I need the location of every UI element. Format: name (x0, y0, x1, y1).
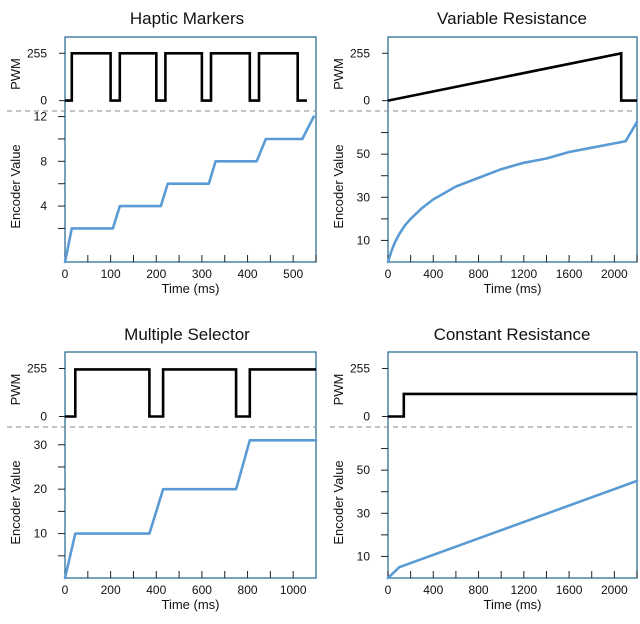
encoder-tick-label: 50 (357, 463, 371, 477)
x-tick-label: 0 (62, 583, 69, 597)
x-tick-label: 400 (238, 267, 258, 281)
pwm-tick-label: 255 (350, 362, 370, 376)
x-axis-label: Time (ms) (161, 597, 219, 612)
x-tick-label: 300 (192, 267, 212, 281)
x-tick-label: 800 (238, 583, 258, 597)
plot-frame (64, 36, 317, 263)
encoder-series-line (386, 479, 639, 580)
x-tick-label: 2000 (601, 583, 628, 597)
encoder-axis-label: Encoder Value (331, 144, 346, 228)
pwm-axis-label: PWM (331, 58, 346, 90)
pwm-tick-label: 255 (27, 362, 47, 376)
pwm-series-line (388, 392, 637, 418)
encoder-tick-label: 10 (34, 527, 48, 541)
x-tick-label: 800 (469, 267, 489, 281)
pwm-tick-label: 0 (40, 410, 47, 424)
x-tick-label: 1600 (556, 583, 583, 597)
pwm-tick-label: 0 (363, 94, 370, 108)
x-tick-label: 1200 (510, 583, 537, 597)
pwm-series-line (65, 51, 307, 102)
encoder-axis-label: Encoder Value (8, 144, 23, 228)
encoder-tick-label: 10 (357, 233, 371, 247)
pwm-tick-label: 0 (363, 410, 370, 424)
x-tick-label: 400 (146, 583, 166, 597)
encoder-series-line (63, 115, 316, 264)
plot-frame (64, 351, 317, 579)
pwm-series-line (387, 51, 637, 102)
pwm-axis-label: PWM (8, 58, 23, 90)
chart-panel-3: Multiple Selector 0 255 PWM 10 20 30 Encoder Va… (7, 325, 318, 612)
encoder-series-line (63, 438, 318, 580)
encoder-tick-label: 20 (34, 482, 48, 496)
encoder-tick-label: 30 (357, 190, 371, 204)
encoder-tick-label: 50 (357, 147, 371, 161)
chart-title: Variable Resistance (437, 9, 587, 28)
x-tick-label: 800 (469, 583, 489, 597)
x-tick-label: 0 (62, 267, 69, 281)
x-tick-label: 1000 (280, 583, 307, 597)
pwm-tick-label: 255 (27, 46, 47, 60)
x-tick-label: 500 (283, 267, 303, 281)
x-axis-label: Time (ms) (483, 597, 541, 612)
chart-title: Multiple Selector (124, 325, 250, 344)
chart-panel-1: Haptic Markers 0 255 PWM 4 8 12 Encoder Value 0 1… (7, 9, 317, 296)
x-tick-label: 200 (146, 267, 166, 281)
chart-panel-2: Variable Resistance 0 255 PWM 10 30 50 Encoder … (330, 9, 639, 296)
chart-panel-4: Constant Resistance 0 255 PWM 10 30 50 Encoder … (330, 325, 639, 612)
plot-frame (387, 36, 638, 263)
pwm-axis-label: PWM (331, 374, 346, 406)
x-tick-label: 400 (423, 583, 443, 597)
x-axis-label: Time (ms) (483, 281, 541, 296)
x-tick-label: 2000 (601, 267, 628, 281)
encoder-tick-label: 30 (34, 438, 48, 452)
encoder-tick-label: 4 (40, 199, 47, 213)
plot-frame (387, 351, 638, 579)
x-tick-label: 100 (101, 267, 121, 281)
chart-title: Haptic Markers (130, 9, 244, 28)
encoder-axis-label: Encoder Value (331, 460, 346, 544)
x-tick-label: 600 (192, 583, 212, 597)
encoder-tick-label: 12 (34, 110, 48, 124)
encoder-axis-label: Encoder Value (8, 460, 23, 544)
encoder-series-line (386, 120, 639, 264)
encoder-tick-label: 10 (357, 549, 371, 563)
chart-title: Constant Resistance (434, 325, 591, 344)
pwm-axis-label: PWM (8, 374, 23, 406)
encoder-tick-label: 30 (357, 506, 371, 520)
x-tick-label: 0 (385, 583, 392, 597)
x-tick-label: 1600 (556, 267, 583, 281)
x-tick-label: 200 (101, 583, 121, 597)
x-axis-label: Time (ms) (161, 281, 219, 296)
pwm-tick-label: 255 (350, 46, 370, 60)
x-tick-label: 0 (385, 267, 392, 281)
encoder-tick-label: 8 (40, 154, 47, 168)
pwm-tick-label: 0 (40, 94, 47, 108)
pwm-series-line (65, 368, 316, 418)
x-tick-label: 400 (423, 267, 443, 281)
x-tick-label: 1200 (510, 267, 537, 281)
